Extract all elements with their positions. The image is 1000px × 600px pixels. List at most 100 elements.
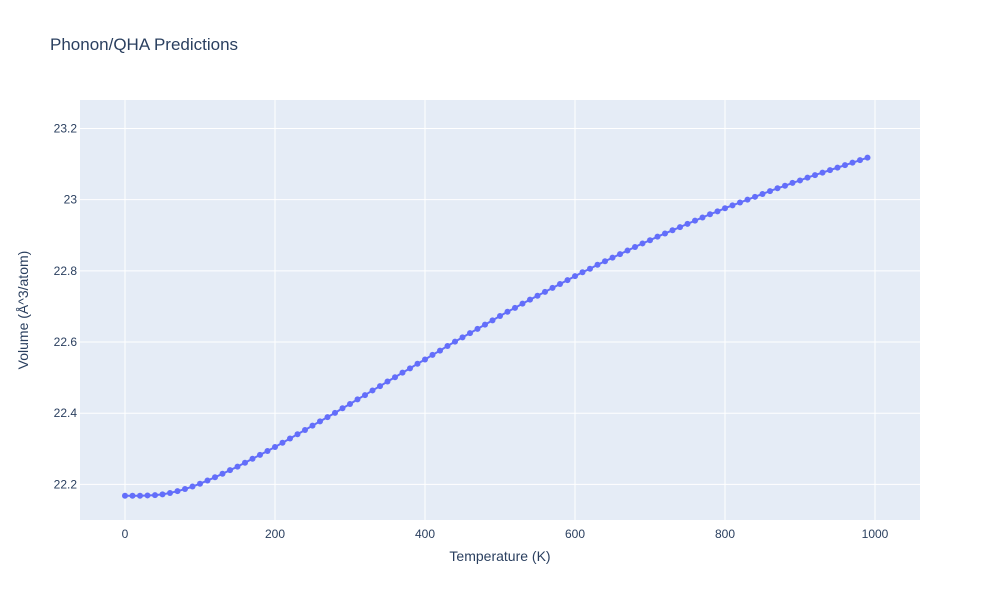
data-point — [834, 164, 841, 171]
data-point — [437, 347, 443, 354]
data-point — [152, 492, 158, 499]
data-point — [519, 300, 526, 307]
data-point — [512, 304, 518, 311]
x-axis-ticks: 0 200 400 600 800 1000 — [122, 527, 889, 541]
data-point — [684, 220, 691, 227]
data-point — [369, 387, 376, 394]
data-point — [182, 486, 188, 493]
data-point — [632, 244, 638, 250]
data-point — [587, 265, 593, 272]
y-tick-label: 23.2 — [54, 121, 78, 135]
data-point — [137, 492, 143, 499]
data-point — [677, 224, 683, 231]
data-point — [287, 435, 293, 442]
data-point — [722, 205, 728, 212]
data-point — [444, 342, 451, 349]
data-point — [647, 237, 653, 244]
data-point — [234, 463, 241, 470]
data-point — [294, 431, 301, 438]
data-point — [699, 214, 706, 221]
data-point — [707, 211, 713, 218]
y-axis-ticks: 22.2 22.4 22.6 22.8 23 23.2 — [54, 121, 78, 491]
data-point — [302, 426, 308, 433]
data-point — [242, 459, 248, 466]
data-point — [692, 217, 698, 224]
y-tick-label: 22.8 — [54, 264, 78, 278]
data-point — [399, 369, 406, 376]
data-point — [714, 208, 721, 215]
data-point — [504, 308, 511, 315]
data-point — [264, 447, 271, 454]
data-point — [744, 196, 751, 203]
data-point — [812, 172, 818, 179]
data-point — [752, 193, 758, 200]
data-point — [219, 470, 226, 477]
data-point — [767, 188, 773, 195]
data-point — [789, 179, 796, 186]
data-point — [857, 157, 863, 164]
data-point — [249, 455, 256, 462]
x-tick-label: 800 — [715, 527, 735, 541]
data-point — [609, 254, 616, 261]
data-point — [639, 240, 646, 247]
data-point — [617, 251, 623, 258]
data-point — [542, 288, 548, 295]
data-point — [564, 277, 571, 284]
data-point — [782, 182, 788, 189]
data-point — [662, 230, 668, 237]
data-point — [324, 414, 331, 421]
series-line — [125, 156, 868, 497]
series-layer — [122, 154, 871, 499]
data-point — [759, 190, 766, 197]
data-point — [227, 467, 233, 474]
data-point — [257, 451, 263, 458]
data-point — [429, 351, 436, 358]
data-point — [197, 480, 203, 487]
data-point — [842, 162, 848, 169]
data-point — [339, 405, 346, 412]
data-point — [279, 439, 286, 446]
x-axis-label: Temperature (K) — [449, 548, 550, 564]
data-point — [669, 227, 676, 234]
data-point — [579, 269, 586, 276]
data-point — [459, 334, 466, 341]
data-point — [797, 177, 803, 184]
data-point — [602, 258, 608, 265]
data-point — [804, 174, 811, 181]
data-point — [467, 330, 473, 337]
data-point — [572, 273, 578, 280]
data-point — [167, 489, 173, 496]
data-point — [332, 409, 338, 416]
data-point — [212, 474, 218, 481]
y-tick-label: 22.6 — [54, 335, 78, 349]
y-tick-label: 22.4 — [54, 406, 78, 420]
data-point — [347, 400, 353, 407]
data-point — [624, 247, 631, 254]
x-tick-label: 600 — [565, 527, 585, 541]
data-point — [317, 418, 323, 425]
data-point — [557, 281, 563, 288]
x-tick-label: 0 — [122, 527, 129, 541]
data-point — [864, 154, 871, 161]
x-tick-label: 400 — [415, 527, 435, 541]
data-point — [384, 378, 391, 385]
data-point — [354, 396, 361, 403]
data-point — [377, 383, 383, 390]
chart-title: Phonon/QHA Predictions — [50, 35, 238, 54]
data-point — [204, 477, 211, 484]
y-tick-label: 23 — [64, 193, 78, 207]
data-point — [362, 392, 368, 399]
data-point — [474, 325, 481, 332]
data-point — [819, 169, 826, 176]
data-point — [309, 422, 316, 429]
data-point — [159, 491, 166, 498]
data-point — [594, 261, 601, 268]
data-point — [497, 313, 503, 320]
data-point — [122, 492, 128, 499]
data-point — [737, 199, 743, 206]
data-point — [774, 185, 781, 192]
data-point — [272, 444, 278, 451]
data-point — [549, 284, 556, 291]
data-point — [452, 338, 458, 345]
